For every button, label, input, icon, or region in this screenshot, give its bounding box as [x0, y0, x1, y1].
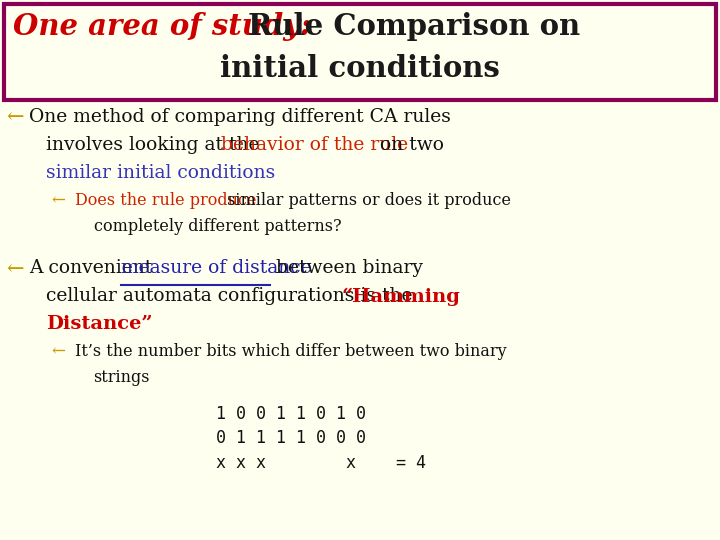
Text: Does the rule produce: Does the rule produce: [75, 192, 256, 209]
Text: One area of study:: One area of study:: [13, 12, 311, 41]
Text: “Hamming: “Hamming: [342, 287, 461, 306]
Text: x x x        x    = 4: x x x x = 4: [216, 454, 426, 471]
Text: ←: ←: [52, 343, 66, 360]
Text: ←: ←: [6, 108, 23, 127]
Text: ←: ←: [6, 259, 23, 278]
Text: strings: strings: [94, 369, 150, 386]
Text: A convenient: A convenient: [29, 259, 158, 277]
Text: measure of distance: measure of distance: [121, 259, 312, 277]
Text: similar patterns or does it produce: similar patterns or does it produce: [222, 192, 511, 209]
Text: Rule Comparison on: Rule Comparison on: [248, 12, 580, 41]
FancyBboxPatch shape: [4, 4, 716, 100]
Text: Distance”: Distance”: [46, 315, 153, 333]
Text: One method of comparing different CA rules: One method of comparing different CA rul…: [29, 108, 451, 126]
Text: cellular automata configurations is the: cellular automata configurations is the: [46, 287, 418, 305]
Text: It’s the number bits which differ between two binary: It’s the number bits which differ betwee…: [75, 343, 506, 360]
Text: involves looking at the: involves looking at the: [46, 136, 266, 154]
Text: 0 1 1 1 1 0 0 0: 0 1 1 1 1 0 0 0: [216, 429, 366, 447]
Text: ←: ←: [52, 192, 66, 209]
Text: 1 0 0 1 1 0 1 0: 1 0 0 1 1 0 1 0: [216, 405, 366, 423]
Text: behavior of the rule: behavior of the rule: [221, 136, 408, 154]
Text: between binary: between binary: [270, 259, 423, 277]
Text: on two: on two: [374, 136, 444, 154]
Text: initial conditions: initial conditions: [220, 54, 500, 83]
Text: completely different patterns?: completely different patterns?: [94, 218, 341, 235]
Text: similar initial conditions: similar initial conditions: [46, 164, 275, 182]
